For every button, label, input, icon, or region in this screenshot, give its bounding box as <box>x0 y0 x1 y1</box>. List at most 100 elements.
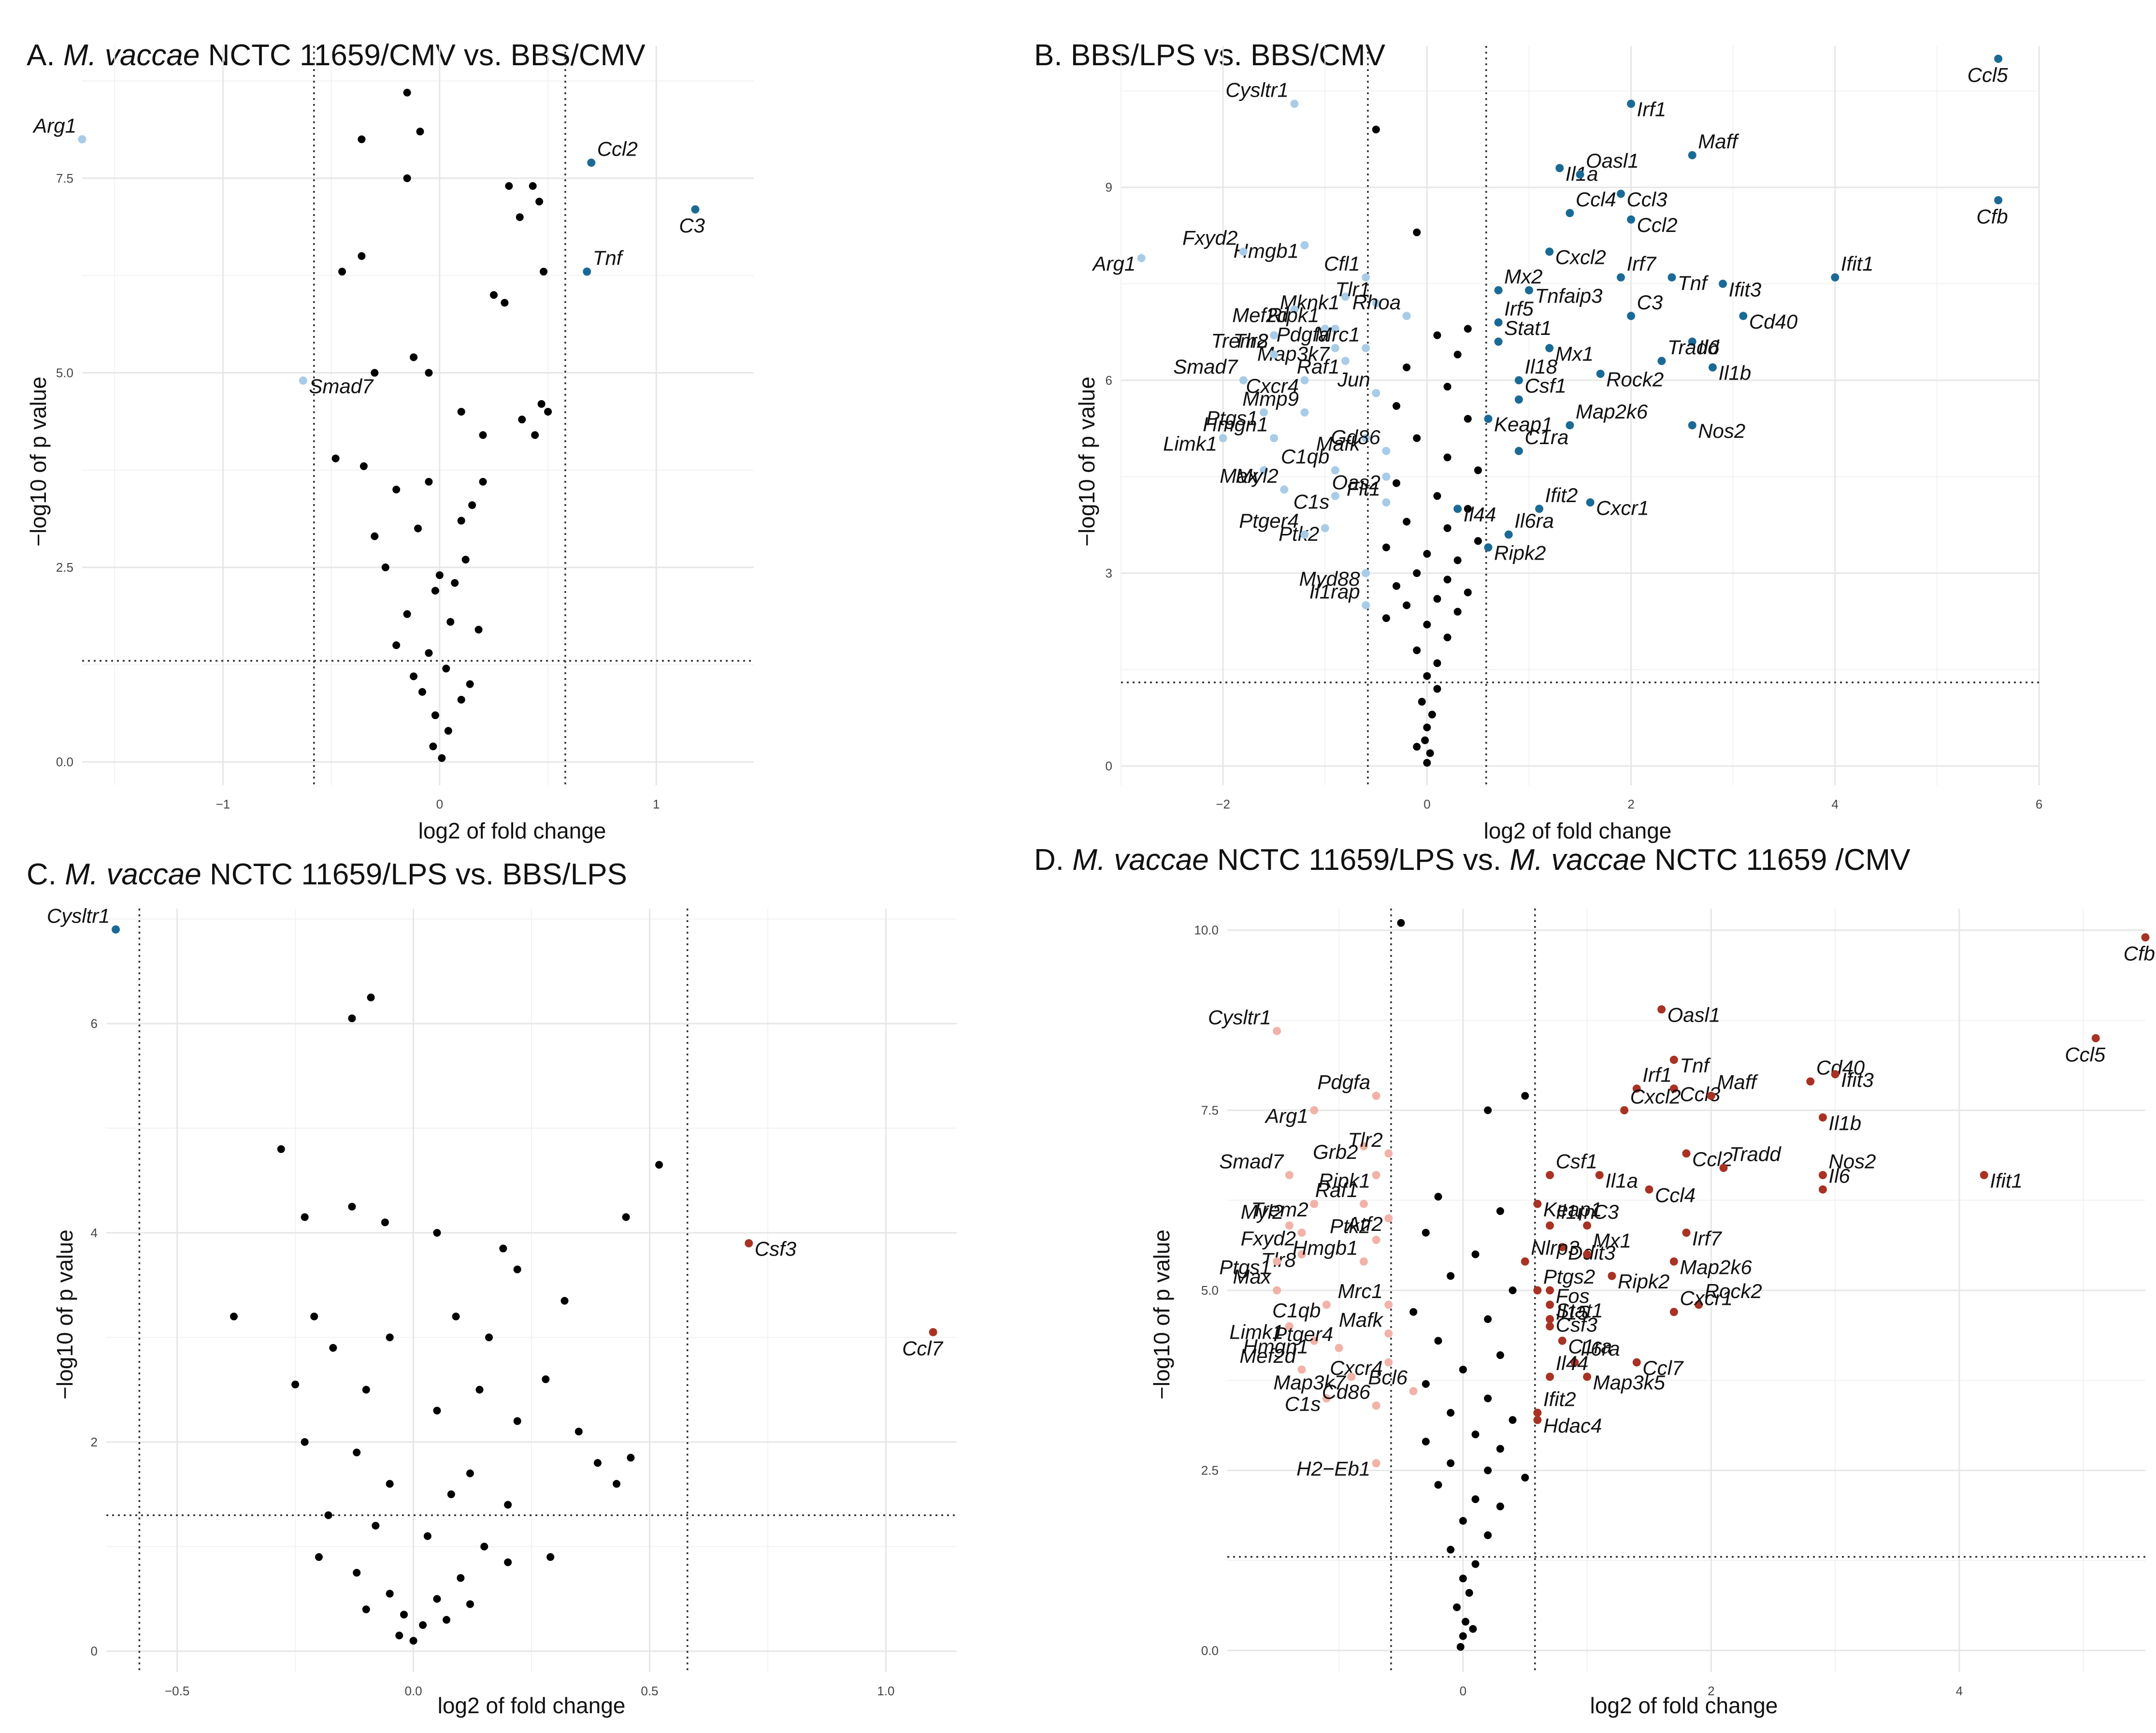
data-point-labeled <box>1524 286 1533 295</box>
gene-label: Ccl4 <box>1655 1184 1696 1206</box>
gene-label: Raf1 <box>1315 1179 1358 1201</box>
data-point-labeled <box>1682 1149 1691 1158</box>
data-point-labeled <box>1219 434 1227 443</box>
data-point <box>1428 710 1436 719</box>
data-point <box>409 1637 417 1645</box>
x-tick-label: 0 <box>1460 1684 1466 1698</box>
data-point-labeled <box>1372 1459 1380 1468</box>
gene-label: Mx2 <box>1504 265 1542 288</box>
gene-label: Tradd <box>1667 336 1720 359</box>
data-point <box>479 431 487 439</box>
data-point-labeled <box>1300 241 1309 249</box>
data-point-labeled <box>1657 1005 1666 1014</box>
data-point-labeled <box>1645 1185 1653 1194</box>
panel-d: D. M. vaccae NCTC 11659/LPS vs. M. vacca… <box>1034 843 2155 1718</box>
gene-label: C3 <box>1593 1200 1619 1223</box>
data-point <box>1471 1430 1480 1439</box>
panel-letter: A. <box>27 39 63 72</box>
data-point <box>381 563 389 572</box>
data-point-labeled <box>1331 344 1339 352</box>
x-axis-title: log2 of fold change <box>1590 1693 1778 1718</box>
data-point <box>1459 1632 1467 1640</box>
panel-letter: D. <box>1034 843 1072 877</box>
data-point <box>358 252 366 260</box>
data-point <box>561 1297 569 1305</box>
gene-label: Ptger4 <box>1239 509 1299 532</box>
panel-letter: C. <box>27 858 65 891</box>
gene-label: C1ra <box>1524 426 1568 448</box>
panel-title: C. M. vaccae NCTC 11659/LPS vs. BBS/LPS <box>27 858 627 891</box>
gene-label: Cxcl2 <box>1555 246 1606 269</box>
data-point-labeled <box>1818 1185 1827 1194</box>
data-point-labeled <box>1239 247 1248 256</box>
data-point <box>1393 582 1400 590</box>
data-point-labeled <box>1596 370 1605 378</box>
panel-title-segment: M. vaccae <box>63 39 200 72</box>
data-point-labeled <box>1558 1243 1567 1252</box>
data-point <box>362 1605 370 1614</box>
data-point <box>324 1511 332 1519</box>
y-tick-label: 6 <box>91 1016 98 1031</box>
data-point-labeled <box>1280 485 1289 494</box>
gene-label: Arg1 <box>1092 252 1136 275</box>
gene-label: Grb2 <box>1313 1141 1358 1163</box>
gene-label: Mef2d <box>1232 303 1289 326</box>
data-point-labeled <box>1402 312 1411 320</box>
data-point <box>1453 556 1462 564</box>
data-point <box>1474 537 1482 545</box>
data-point-labeled <box>1627 215 1636 224</box>
data-point <box>1443 383 1452 391</box>
data-point <box>1471 1560 1480 1568</box>
data-point <box>489 291 498 299</box>
x-tick-label: 1.0 <box>877 1684 894 1698</box>
gene-label: Csf1 <box>1524 375 1566 397</box>
y-tick-label: 2.5 <box>1201 1463 1219 1478</box>
data-point <box>1422 1380 1430 1388</box>
data-point <box>504 1558 512 1566</box>
gene-label: Il6 <box>1698 336 1720 359</box>
gene-label: Nos2 <box>1828 1150 1876 1173</box>
gene-label: Il44 <box>1464 503 1496 526</box>
x-tick-label: 1 <box>653 797 660 811</box>
data-point <box>386 1333 394 1342</box>
data-point <box>433 1228 441 1237</box>
gene-label: Ifit1 <box>1990 1170 2023 1192</box>
data-point <box>1372 125 1380 133</box>
data-point-labeled <box>1818 1171 1827 1180</box>
data-point <box>1464 415 1472 423</box>
gene-label: Ccl4 <box>1576 188 1616 211</box>
data-point-labeled <box>1384 1329 1393 1338</box>
data-point <box>1443 634 1452 641</box>
data-point-labeled <box>1994 196 2003 204</box>
gene-label: Map3k5 <box>1593 1371 1666 1394</box>
gene-label: C1s <box>1294 490 1330 513</box>
data-point <box>451 579 459 587</box>
gene-label: Ifit3 <box>1729 278 1762 301</box>
data-point-labeled <box>1270 331 1279 340</box>
gene-label: Arg1 <box>1264 1104 1308 1127</box>
gene-label: Hmgn1 <box>1243 1335 1308 1358</box>
data-point-labeled <box>1347 1372 1356 1381</box>
data-point <box>1453 1603 1461 1611</box>
data-point <box>466 680 474 688</box>
data-point <box>358 135 366 144</box>
data-point-labeled <box>1341 292 1350 301</box>
data-point <box>1464 588 1472 596</box>
gene-label: Jun <box>1337 368 1370 390</box>
gene-label: Tnf <box>1678 272 1709 294</box>
data-point-labeled <box>1570 1358 1579 1367</box>
gene-label: Ccl2 <box>1637 214 1678 236</box>
data-point <box>1453 350 1462 359</box>
gene-label: Limk1 <box>1229 1321 1283 1343</box>
gene-label: C1qb <box>1281 445 1329 468</box>
gene-label: Atf2 <box>1345 1213 1383 1235</box>
data-point <box>431 711 439 720</box>
data-point <box>1484 1394 1492 1402</box>
data-point <box>485 1333 493 1342</box>
data-point-labeled <box>1322 1394 1331 1403</box>
data-point <box>1443 453 1452 462</box>
data-point-labeled <box>1657 357 1666 365</box>
gene-label: Mrc1 <box>1337 1280 1382 1302</box>
data-point <box>468 501 476 509</box>
data-point-labeled <box>1310 1106 1319 1114</box>
